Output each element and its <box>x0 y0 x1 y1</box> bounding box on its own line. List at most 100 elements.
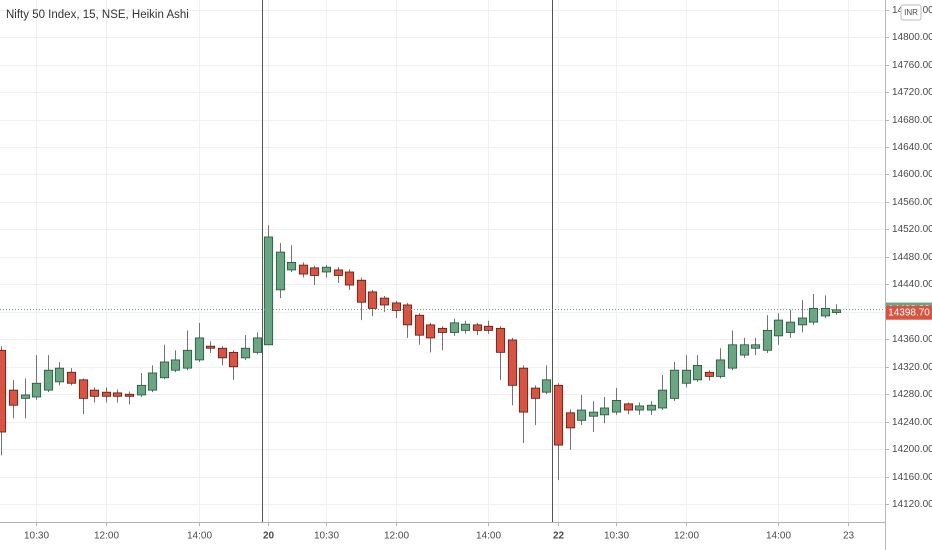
candle-body <box>66 371 77 384</box>
candle-body <box>715 359 726 377</box>
y-tick-label: 14280.00 <box>892 389 932 400</box>
candle-body <box>460 323 471 331</box>
candle-body <box>762 329 773 351</box>
candle-body <box>518 367 529 413</box>
y-tick-label: 14120.00 <box>892 499 932 510</box>
y-tick-label: 14160.00 <box>892 472 932 483</box>
candle-body <box>333 269 344 276</box>
candle-body <box>402 304 413 326</box>
candle-body <box>136 384 147 396</box>
candle-body <box>182 349 193 369</box>
candle-body <box>217 347 228 359</box>
price-label: 14398.70 <box>888 307 930 318</box>
candle-body <box>553 384 564 446</box>
candle-body <box>54 367 65 383</box>
price-label-box <box>886 305 932 320</box>
y-tick-label: 14640.00 <box>892 142 932 153</box>
candle-body <box>147 372 158 391</box>
candle-body <box>367 291 378 309</box>
candle-body <box>425 324 436 339</box>
candle-body <box>831 309 842 313</box>
y-tick-label: 14520.00 <box>892 224 932 235</box>
candle-body <box>228 351 239 368</box>
candle-body <box>646 404 657 411</box>
x-tick-label: 12:00 <box>384 531 409 542</box>
candle-body <box>309 267 320 276</box>
candle-body <box>31 382 42 398</box>
candle-body <box>240 347 251 359</box>
candle-body <box>101 391 112 397</box>
candle-body <box>565 412 576 429</box>
candle-body <box>623 403 634 411</box>
candle-body <box>356 279 367 303</box>
candle-body <box>205 345 216 349</box>
y-tick-label: 14760.00 <box>892 60 932 71</box>
candle-body <box>739 344 750 356</box>
candle-body <box>0 349 7 433</box>
candle-body <box>124 393 135 397</box>
candle-body <box>286 261 297 271</box>
y-tick-label: 14720.00 <box>892 87 932 98</box>
candle-body <box>275 251 286 291</box>
candle-body <box>634 405 645 411</box>
y-tick-label: 14320.00 <box>892 362 932 373</box>
x-tick-label: 22 <box>553 531 565 542</box>
candle-body <box>576 409 587 421</box>
x-tick-label: 14:00 <box>766 531 791 542</box>
candle-body <box>344 271 355 286</box>
y-tick-label: 14600.00 <box>892 169 932 180</box>
x-tick-label: 10:30 <box>314 531 339 542</box>
chart-title: Nifty 50 Index, 15, NSE, Heikin Ashi <box>6 9 189 21</box>
candle-body <box>391 302 402 311</box>
candle-body <box>170 359 181 371</box>
candle-body <box>820 307 831 317</box>
x-tick-label: 14:00 <box>187 531 212 542</box>
candle-body <box>252 337 263 353</box>
candle-body <box>472 324 483 331</box>
x-tick-label: 10:30 <box>24 531 49 542</box>
candle-body <box>89 389 100 397</box>
candle-body <box>20 394 31 399</box>
y-tick-label: 14200.00 <box>892 444 932 455</box>
candle-body <box>727 344 738 369</box>
candle-body <box>773 319 784 337</box>
candle-body <box>298 264 309 275</box>
currency-badge[interactable] <box>900 4 922 21</box>
candle-body <box>681 369 692 384</box>
x-tick-label: 20 <box>263 531 275 542</box>
candle-body <box>414 314 425 336</box>
candle-body <box>669 369 680 399</box>
candle-body <box>437 327 448 333</box>
candle-body <box>321 266 332 273</box>
candle-body <box>657 389 668 409</box>
candle-body <box>78 379 89 399</box>
candle-body <box>112 392 123 397</box>
x-tick-label: 10:30 <box>604 531 629 542</box>
candle-body <box>808 307 819 323</box>
candle-body <box>692 364 703 381</box>
candle-body <box>159 361 170 379</box>
y-tick-label: 14480.00 <box>892 252 932 263</box>
candle-body <box>507 339 518 386</box>
candle-body <box>495 327 506 353</box>
candle-body <box>785 321 796 333</box>
x-tick-label: 23 <box>843 531 855 542</box>
candle-body <box>599 407 610 416</box>
candle-body <box>263 236 274 346</box>
y-tick-label: 14360.00 <box>892 334 932 345</box>
x-tick-label: 12:00 <box>674 531 699 542</box>
y-tick-label: 14440.00 <box>892 279 932 290</box>
currency-label: INR <box>904 8 918 17</box>
candle-body <box>8 389 19 406</box>
candle-body <box>194 337 205 361</box>
y-tick-label: 14800.00 <box>892 32 932 43</box>
candle-body <box>530 387 541 399</box>
y-tick-label: 14560.00 <box>892 197 932 208</box>
candle-body <box>797 317 808 326</box>
candle-body <box>750 344 761 349</box>
candle-body <box>483 325 494 331</box>
candle-body <box>43 369 54 391</box>
candle-body <box>611 400 622 413</box>
